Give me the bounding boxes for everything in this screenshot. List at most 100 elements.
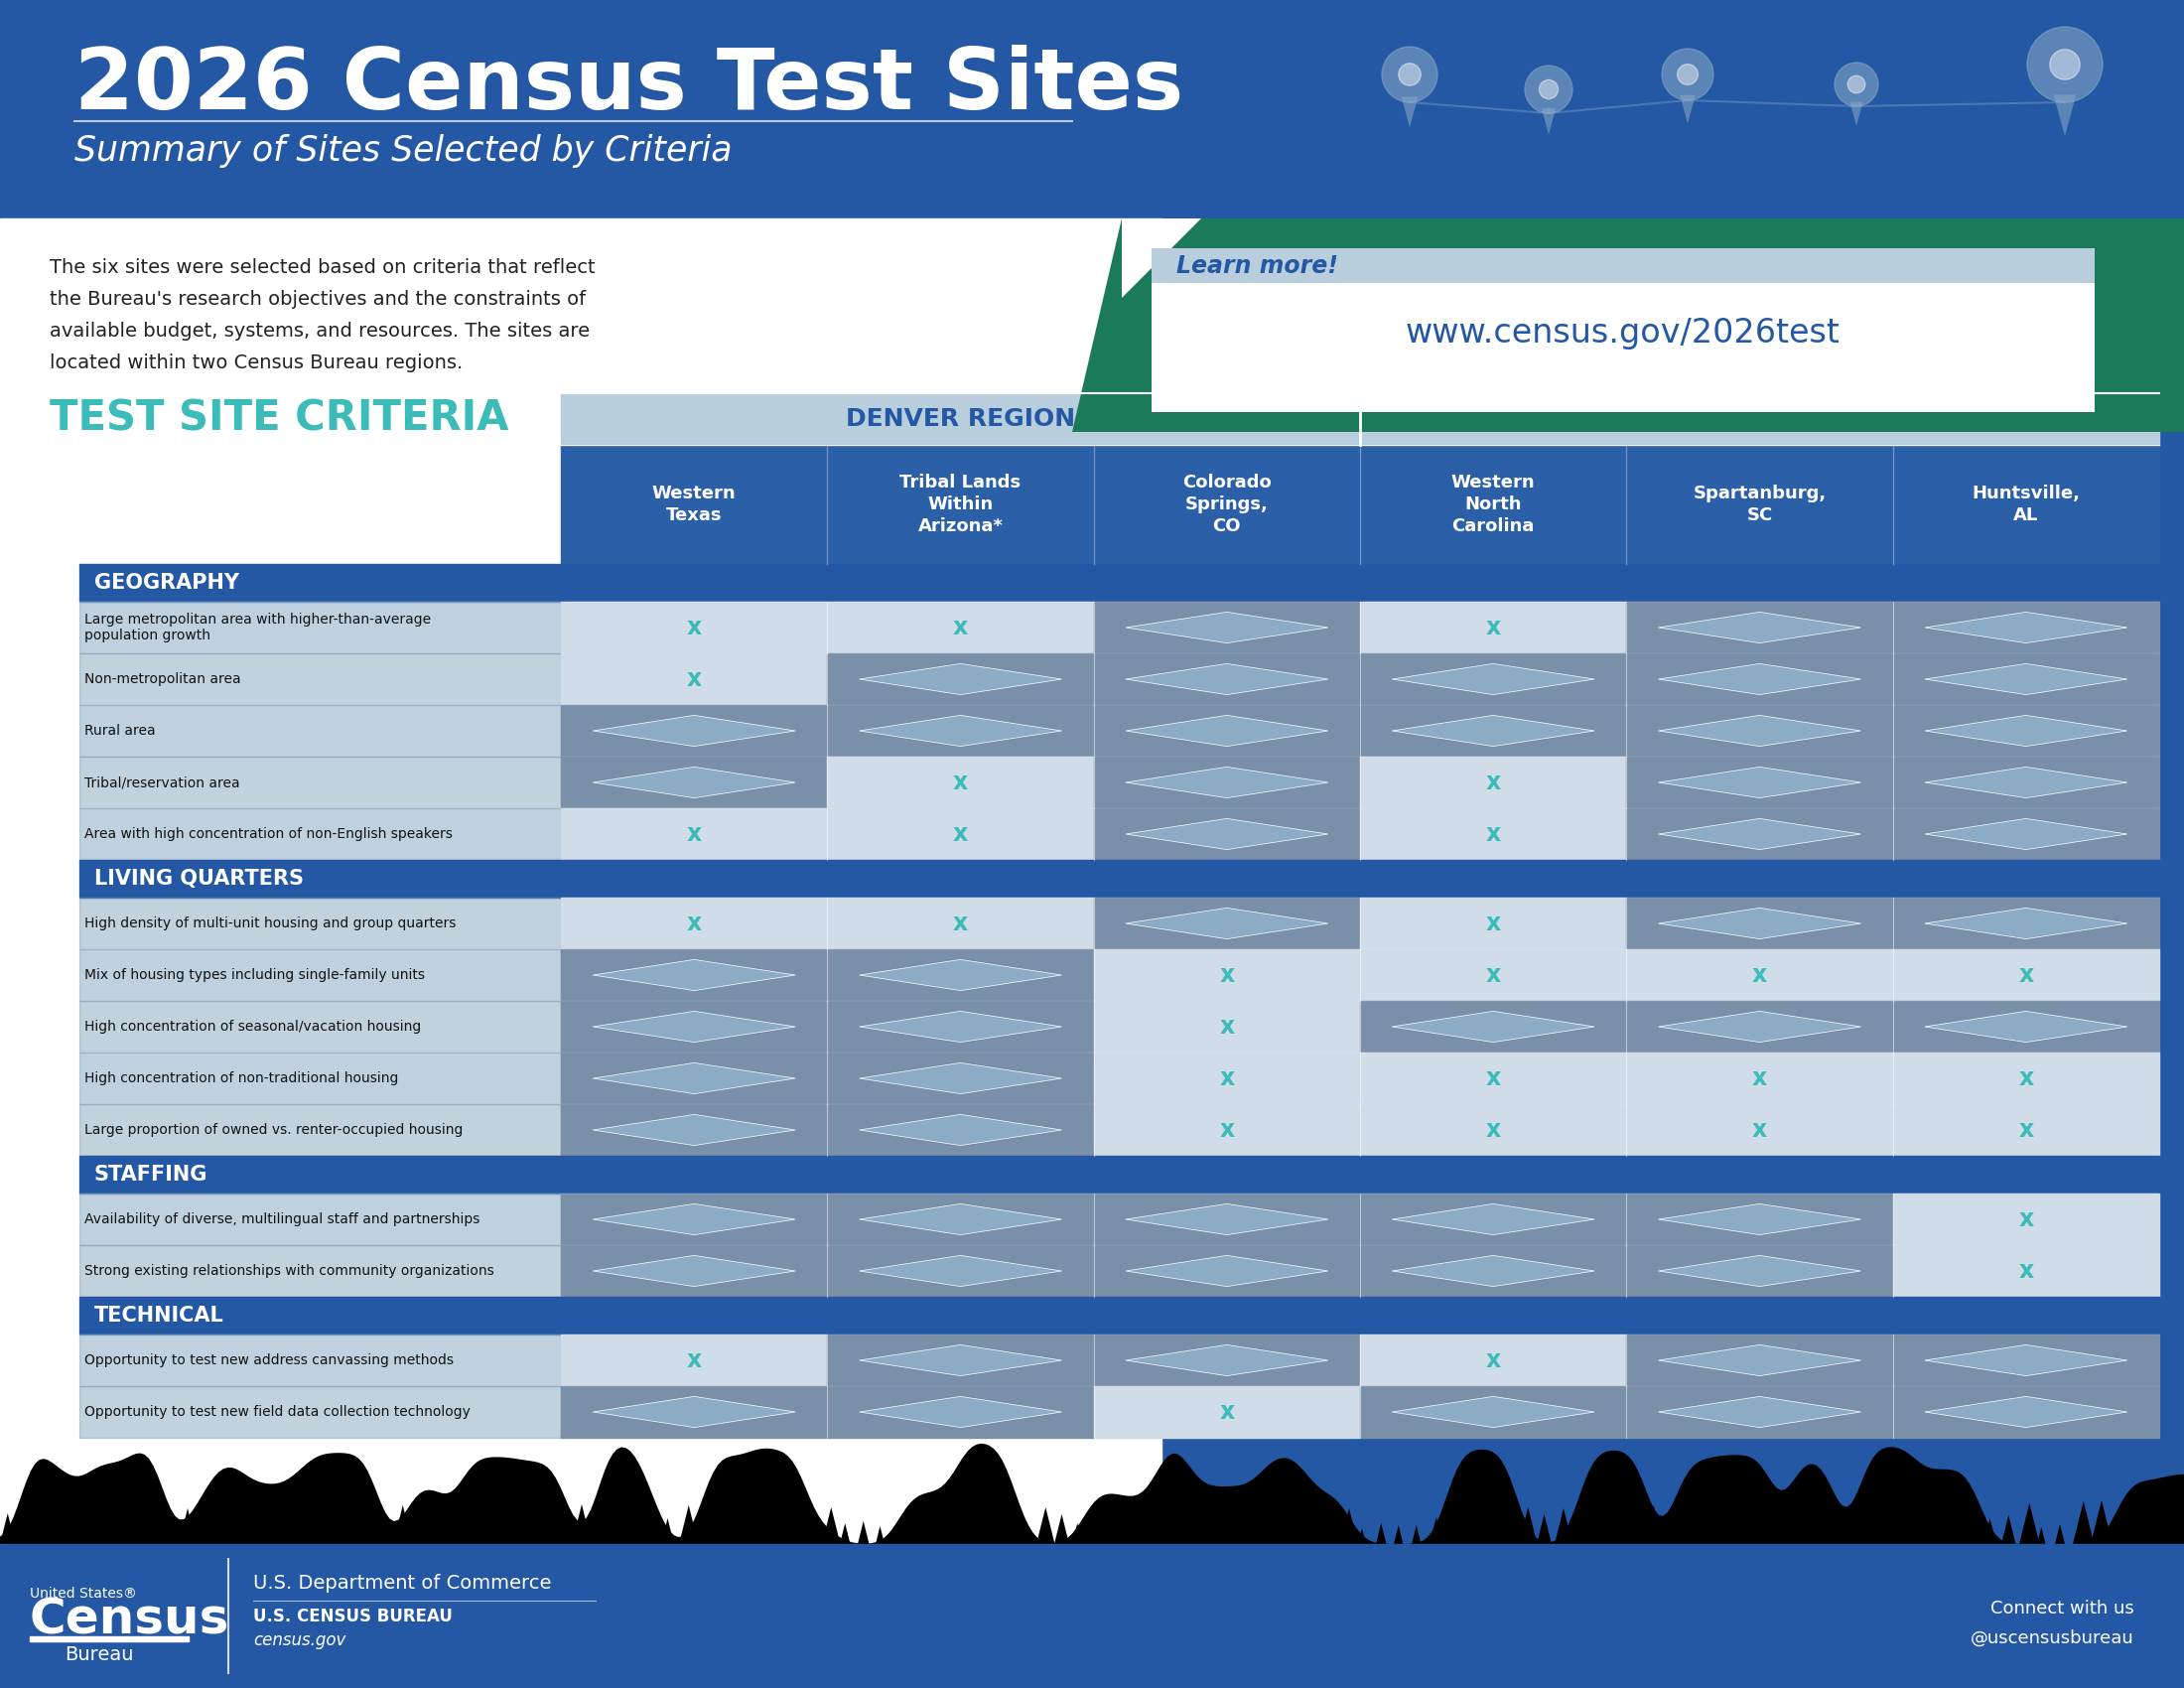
Bar (1361, 949, 1627, 1001)
Circle shape (1848, 76, 1865, 93)
Text: U.S. Department of Commerce: U.S. Department of Commerce (253, 1575, 550, 1593)
Polygon shape (928, 1504, 950, 1545)
Text: x: x (1219, 1399, 1234, 1425)
Bar (1627, 653, 1894, 706)
Bar (828, 1386, 1094, 1438)
Polygon shape (1125, 1204, 1328, 1236)
Polygon shape (2180, 1521, 2184, 1545)
Text: x: x (2018, 1067, 2033, 1090)
Bar (828, 1053, 1094, 1104)
Bar (1627, 1246, 1894, 1296)
Circle shape (1382, 47, 1437, 103)
Polygon shape (592, 959, 795, 991)
Polygon shape (1391, 663, 1594, 695)
Polygon shape (1734, 1506, 1752, 1545)
Text: GEOGRAPHY: GEOGRAPHY (94, 572, 240, 592)
Polygon shape (858, 1011, 1061, 1041)
Bar (1361, 898, 1627, 949)
Polygon shape (1391, 1204, 1594, 1236)
Text: STAFFING: STAFFING (94, 1165, 207, 1185)
Polygon shape (804, 1512, 819, 1545)
Bar (828, 756, 1094, 809)
Text: x: x (952, 822, 968, 846)
Bar (1094, 898, 1361, 949)
Polygon shape (339, 1523, 349, 1545)
Polygon shape (393, 1506, 413, 1545)
Text: x: x (2018, 1207, 2033, 1231)
FancyBboxPatch shape (1151, 253, 2094, 412)
Bar (1894, 1386, 2160, 1438)
Polygon shape (876, 1526, 885, 1545)
Polygon shape (1518, 1507, 1538, 1545)
Polygon shape (179, 1509, 197, 1545)
Bar (1094, 809, 1361, 859)
Bar (561, 1104, 828, 1156)
Polygon shape (1538, 1514, 1551, 1545)
Polygon shape (1123, 218, 1201, 297)
Polygon shape (1214, 1512, 1232, 1545)
Bar (1627, 1335, 1894, 1386)
Bar (1627, 601, 1894, 653)
Polygon shape (590, 1504, 609, 1545)
Text: Non-metropolitan area: Non-metropolitan area (85, 672, 240, 685)
Polygon shape (1752, 1516, 1765, 1545)
Bar (31, 1636, 188, 1641)
Polygon shape (965, 1523, 976, 1545)
Text: x: x (1752, 1117, 1767, 1141)
Polygon shape (1658, 766, 1861, 798)
Bar (561, 653, 828, 706)
Polygon shape (1431, 1518, 1444, 1545)
Polygon shape (1483, 1501, 1505, 1545)
Bar (0, 1545, 2184, 1688)
Bar (561, 601, 828, 653)
Polygon shape (769, 1512, 784, 1545)
Polygon shape (1658, 1204, 1861, 1236)
Polygon shape (1931, 1526, 1939, 1545)
Polygon shape (911, 1524, 922, 1545)
Bar (828, 601, 1094, 653)
Text: High density of multi-unit housing and group quarters: High density of multi-unit housing and g… (85, 917, 456, 930)
Bar (1361, 1335, 1627, 1386)
Polygon shape (1645, 1506, 1664, 1545)
Bar (1894, 601, 2160, 653)
Text: x: x (1485, 822, 1500, 846)
Polygon shape (1055, 1514, 1070, 1545)
Text: Mix of housing types including single-family units: Mix of housing types including single-fa… (85, 969, 426, 982)
Text: x: x (1485, 616, 1500, 640)
Bar (1894, 756, 2160, 809)
Bar (1894, 1335, 2160, 1386)
Bar (1094, 1335, 1361, 1386)
Circle shape (1524, 66, 1572, 113)
Bar (79, 1156, 2160, 1193)
Text: DENVER REGION: DENVER REGION (845, 407, 1075, 430)
Polygon shape (572, 1504, 592, 1545)
Polygon shape (1924, 716, 2127, 746)
Text: TECHNICAL: TECHNICAL (94, 1307, 225, 1325)
Polygon shape (1924, 766, 2127, 798)
Polygon shape (858, 663, 1061, 695)
Circle shape (1835, 62, 1878, 106)
Text: x: x (1752, 964, 1767, 987)
Polygon shape (142, 1526, 153, 1545)
Text: Area with high concentration of non-English speakers: Area with high concentration of non-Engl… (85, 827, 452, 841)
Circle shape (2027, 27, 2103, 103)
Polygon shape (1234, 1501, 1256, 1545)
Bar (828, 706, 1094, 756)
Bar (561, 756, 828, 809)
Polygon shape (592, 716, 795, 746)
Bar (0, 756, 561, 809)
Polygon shape (2038, 1528, 2046, 1545)
Polygon shape (2162, 1529, 2169, 1545)
Polygon shape (1393, 1526, 1402, 1545)
Polygon shape (1162, 1511, 1179, 1545)
Text: x: x (1485, 964, 1500, 987)
Circle shape (1662, 49, 1714, 100)
Text: High concentration of non-traditional housing: High concentration of non-traditional ho… (85, 1072, 397, 1085)
Polygon shape (1144, 1528, 1153, 1545)
Polygon shape (1341, 1509, 1358, 1545)
Text: x: x (1485, 912, 1500, 935)
Bar (828, 809, 1094, 859)
Polygon shape (1924, 613, 2127, 643)
Bar (79, 1001, 561, 1053)
Polygon shape (1090, 1506, 1109, 1545)
